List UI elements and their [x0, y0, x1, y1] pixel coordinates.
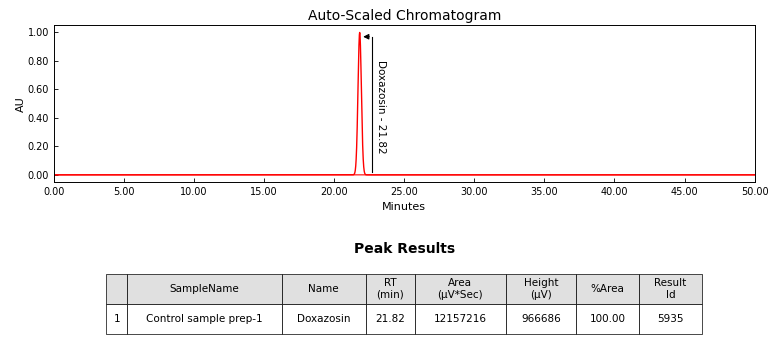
X-axis label: Minutes: Minutes [382, 202, 427, 212]
Title: Auto-Scaled Chromatogram: Auto-Scaled Chromatogram [307, 9, 501, 23]
Y-axis label: AU: AU [16, 96, 26, 111]
Text: Doxazosin - 21.82: Doxazosin - 21.82 [376, 60, 386, 153]
Title: Peak Results: Peak Results [353, 242, 455, 256]
